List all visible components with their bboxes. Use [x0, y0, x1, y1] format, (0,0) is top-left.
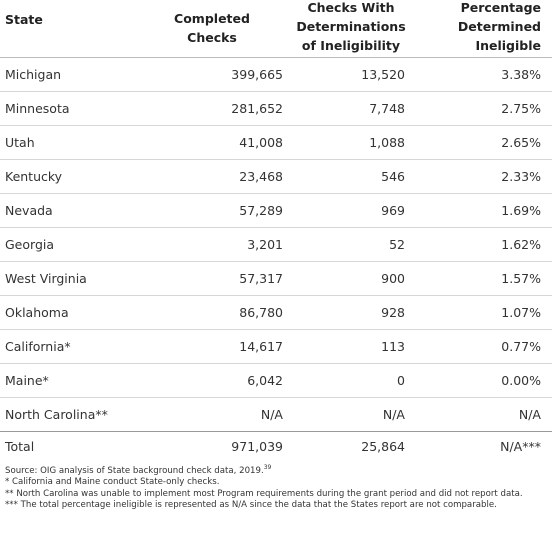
cell: 7,748	[369, 101, 405, 116]
footnote: *** The total percentage ineligible is r…	[5, 500, 497, 511]
cell: 3.38%	[501, 67, 541, 82]
row-label: Kentucky	[5, 169, 63, 184]
cell: 900	[381, 271, 405, 286]
cell: 0.77%	[501, 339, 541, 354]
cell: 928	[381, 305, 405, 320]
cell: 3,201	[247, 237, 283, 252]
cell: 0	[397, 373, 405, 388]
row-rule	[0, 295, 552, 296]
cell: 1.57%	[501, 271, 541, 286]
source-ref: 39	[263, 464, 272, 471]
source: Source: OIG analysis of State background…	[5, 465, 264, 476]
cell: 6,042	[247, 373, 283, 388]
cell: N/A	[518, 407, 541, 422]
row-rule	[0, 261, 552, 262]
cell: 971,039	[231, 439, 283, 454]
total-rule	[0, 431, 552, 432]
row-label: North Carolina**	[5, 407, 108, 422]
row-label: Oklahoma	[5, 305, 69, 320]
row-label: Total	[5, 439, 35, 454]
cell: 1.69%	[501, 203, 541, 218]
row-rule	[0, 397, 552, 398]
cell: 57,289	[239, 203, 283, 218]
cell: 113	[381, 339, 405, 354]
cell: 23,468	[239, 169, 283, 184]
row-label: Utah	[5, 135, 35, 150]
row-rule	[0, 329, 552, 330]
cell: 25,864	[361, 439, 405, 454]
row-rule	[0, 159, 552, 160]
header-cell: State	[5, 12, 43, 27]
row-rule	[0, 193, 552, 194]
cell: 57,317	[239, 271, 283, 286]
cell: 41,008	[239, 135, 283, 150]
cell: N/A	[260, 407, 283, 422]
row-rule	[0, 363, 552, 364]
cell: 1,088	[369, 135, 405, 150]
cell: 399,665	[231, 67, 283, 82]
cell: 546	[381, 169, 405, 184]
cell: 52	[389, 237, 405, 252]
cell: N/A	[382, 407, 405, 422]
header-cell: Completed Checks	[174, 11, 250, 45]
row-rule	[0, 227, 552, 228]
cell: 86,780	[239, 305, 283, 320]
cell: 0.00%	[501, 373, 541, 388]
cell: N/A***	[500, 439, 541, 454]
notes: Source: OIG analysis of State background…	[5, 462, 545, 511]
cell: 2.65%	[501, 135, 541, 150]
row-rule	[0, 125, 552, 126]
row-label: Georgia	[5, 237, 55, 252]
header-cell: Checks With Determinations of Ineligibil…	[296, 0, 406, 53]
row-label: Nevada	[5, 203, 53, 218]
row-label: Minnesota	[5, 101, 70, 116]
row-rule	[0, 91, 552, 92]
row-label: Maine*	[5, 373, 49, 388]
source-note: Source: OIG analysis of State background…	[5, 462, 545, 477]
row-label: West Virginia	[5, 271, 87, 286]
footnote: * California and Maine conduct State-onl…	[5, 477, 220, 488]
header-cell: Percentage Determined Ineligible	[457, 0, 541, 53]
row-label: Michigan	[5, 67, 62, 82]
cell: 1.07%	[501, 305, 541, 320]
header-rule	[0, 57, 552, 58]
cell: 281,652	[231, 101, 283, 116]
cell: 969	[381, 203, 405, 218]
footnote: ** North Carolina was unable to implemen…	[5, 488, 523, 499]
cell: 14,617	[239, 339, 283, 354]
cell: 13,520	[361, 67, 405, 82]
cell: 2.33%	[501, 169, 541, 184]
cell: 2.75%	[501, 101, 541, 116]
row-label: California*	[5, 339, 71, 354]
cell: 1.62%	[501, 237, 541, 252]
